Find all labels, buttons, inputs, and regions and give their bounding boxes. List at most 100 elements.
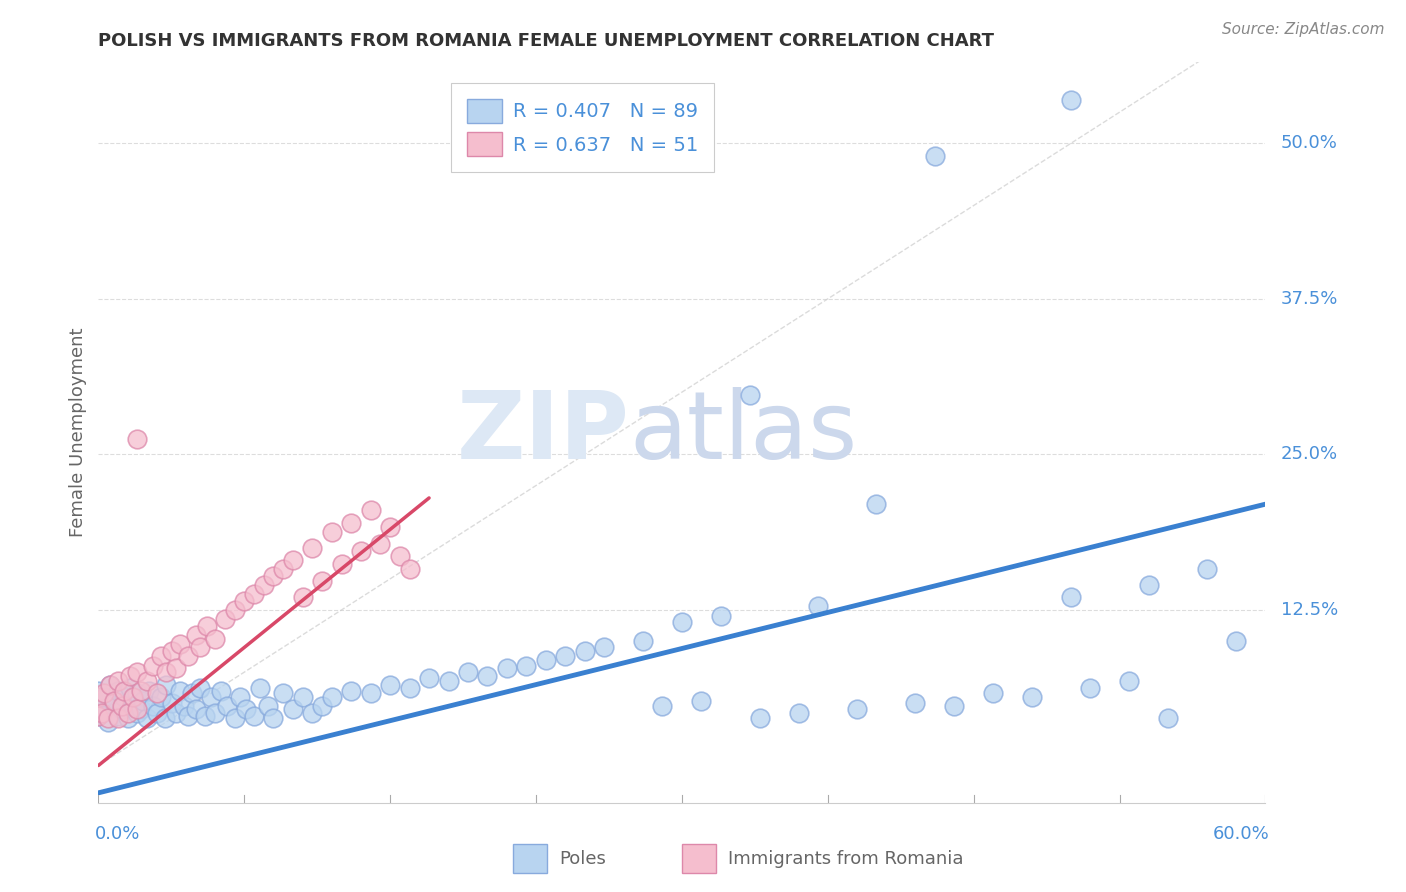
Text: Immigrants from Romania: Immigrants from Romania <box>728 849 963 868</box>
Point <box>98 677 121 691</box>
Point <box>271 562 294 576</box>
Point <box>112 690 135 704</box>
Point <box>117 711 139 725</box>
Point <box>107 711 129 725</box>
Point <box>107 673 129 688</box>
Point <box>118 681 141 696</box>
Text: 37.5%: 37.5% <box>1281 290 1339 308</box>
Point <box>271 686 294 700</box>
Point <box>515 659 537 673</box>
Point <box>129 683 152 698</box>
Point <box>1060 591 1083 605</box>
Point <box>534 653 557 667</box>
Point <box>93 686 115 700</box>
Point <box>340 683 363 698</box>
Point <box>103 694 125 708</box>
Point <box>281 553 304 567</box>
Point <box>188 681 211 696</box>
Point <box>209 683 232 698</box>
Point <box>256 698 278 713</box>
Point <box>200 690 222 704</box>
Point <box>350 544 373 558</box>
Point <box>1060 93 1083 107</box>
Point <box>146 686 169 700</box>
Text: Source: ZipAtlas.com: Source: ZipAtlas.com <box>1222 22 1385 37</box>
Point <box>360 686 382 700</box>
Point <box>311 574 333 589</box>
Point <box>177 708 200 723</box>
Point <box>97 714 120 729</box>
Point <box>249 681 271 696</box>
Point <box>215 698 238 713</box>
Text: 25.0%: 25.0% <box>1281 445 1339 464</box>
Point <box>169 636 191 650</box>
Point <box>924 149 946 163</box>
Point <box>321 524 343 539</box>
Text: ZIP: ZIP <box>457 386 630 479</box>
Point <box>149 648 172 663</box>
Point <box>380 677 402 691</box>
Point <box>360 503 382 517</box>
Point <box>155 665 177 680</box>
Point <box>204 706 226 721</box>
Point <box>1021 690 1043 704</box>
Point <box>204 632 226 646</box>
Point <box>262 711 284 725</box>
Point <box>1137 578 1160 592</box>
Point <box>224 603 246 617</box>
Point <box>122 690 145 704</box>
Point <box>981 686 1004 700</box>
Point <box>162 696 184 710</box>
Point <box>330 557 353 571</box>
Point <box>153 711 176 725</box>
Point <box>690 694 713 708</box>
Text: 0.0%: 0.0% <box>94 825 141 843</box>
FancyBboxPatch shape <box>682 844 716 873</box>
Text: 12.5%: 12.5% <box>1281 601 1339 619</box>
Point <box>195 619 218 633</box>
Point <box>904 696 927 710</box>
Point <box>194 708 217 723</box>
Point <box>177 648 200 663</box>
Point <box>87 683 110 698</box>
Text: atlas: atlas <box>630 386 858 479</box>
Point <box>388 549 411 564</box>
FancyBboxPatch shape <box>513 844 547 873</box>
Point <box>87 708 110 723</box>
Point <box>118 669 141 683</box>
Point <box>370 537 392 551</box>
Point <box>253 578 276 592</box>
Point <box>437 673 460 688</box>
Point <box>631 634 654 648</box>
Point <box>224 711 246 725</box>
Point <box>165 661 187 675</box>
Point <box>149 690 172 704</box>
Point <box>738 387 761 401</box>
Point <box>188 640 211 655</box>
Point <box>98 677 121 691</box>
Point <box>398 562 420 576</box>
Point <box>97 711 120 725</box>
Y-axis label: Female Unemployment: Female Unemployment <box>69 328 87 537</box>
Point <box>787 706 810 721</box>
Point <box>87 690 110 704</box>
Point <box>651 698 673 713</box>
Point <box>233 594 256 608</box>
Point <box>132 694 155 708</box>
Point <box>136 673 159 688</box>
Text: 60.0%: 60.0% <box>1212 825 1270 843</box>
Point <box>146 706 169 721</box>
Point <box>321 690 343 704</box>
Point <box>235 702 257 716</box>
Point <box>281 702 304 716</box>
Point <box>87 708 110 723</box>
Point <box>91 702 114 716</box>
Point <box>574 644 596 658</box>
Point <box>122 698 145 713</box>
Legend: R = 0.407   N = 89, R = 0.637   N = 51: R = 0.407 N = 89, R = 0.637 N = 51 <box>451 83 714 171</box>
Point <box>136 711 159 725</box>
Point <box>1225 634 1247 648</box>
Point <box>214 612 236 626</box>
Point <box>593 640 616 655</box>
Point <box>229 690 252 704</box>
